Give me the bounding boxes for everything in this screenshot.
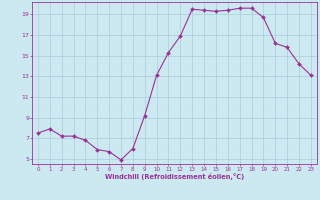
X-axis label: Windchill (Refroidissement éolien,°C): Windchill (Refroidissement éolien,°C) — [105, 173, 244, 180]
